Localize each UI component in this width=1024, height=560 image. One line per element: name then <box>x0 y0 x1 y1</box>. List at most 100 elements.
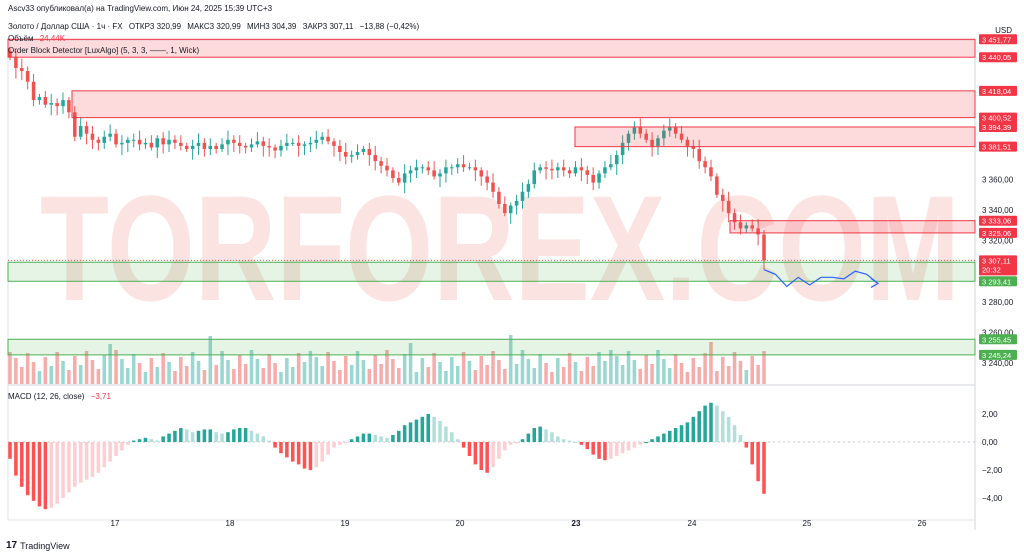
volume-bar <box>343 356 348 384</box>
volume-bar <box>179 357 183 384</box>
macd-histogram-bar <box>84 442 89 480</box>
candle-body <box>673 127 678 134</box>
price-level-label: 3 333,06 <box>982 217 1011 226</box>
candle-body <box>237 142 242 146</box>
candle-body <box>532 170 537 185</box>
volume-bar <box>414 372 419 384</box>
bearish-order-block[interactable] <box>574 126 976 148</box>
volume-bar <box>520 350 525 384</box>
current-price-tag <box>979 255 1017 276</box>
volume-bar <box>538 354 542 384</box>
volume-bar <box>656 350 660 384</box>
volume-bar <box>609 350 613 384</box>
macd-histogram-bar <box>503 442 507 451</box>
volume-bar <box>709 342 713 384</box>
volume-bar <box>426 367 431 384</box>
bearish-order-block[interactable] <box>71 90 976 119</box>
candle-body <box>573 167 578 174</box>
macd-label[interactable]: MACD (12, 26, close) <box>8 392 85 401</box>
macd-histogram-bar <box>432 416 436 442</box>
candle-body <box>679 133 684 140</box>
candle-body <box>232 139 236 143</box>
price-level-label: 3 440,05 <box>982 53 1011 62</box>
volume-bar <box>526 359 531 384</box>
candle-body <box>744 225 749 229</box>
macd-histogram-bar <box>438 421 442 442</box>
candle-body <box>184 145 189 149</box>
volume-bar <box>84 351 89 384</box>
price-level-label: 3 394,39 <box>982 123 1011 132</box>
macd-histogram-bar <box>685 422 690 442</box>
volume-bar <box>420 358 425 384</box>
candle-body <box>638 127 643 134</box>
volume-bar <box>137 363 142 384</box>
price-level-label: 3 400,52 <box>982 114 1011 123</box>
macd-histogram-bar <box>597 442 601 459</box>
macd-histogram-bar <box>508 442 513 445</box>
volume-bar <box>591 366 595 384</box>
macd-histogram-bar <box>173 430 177 442</box>
currency-label: USD <box>995 26 1012 35</box>
candle-body <box>579 167 584 171</box>
candle-body <box>78 126 83 137</box>
volume-bar <box>614 356 619 384</box>
symbol-name[interactable]: Золото / Доллар США · 1ч · FX <box>8 22 123 31</box>
candle-body <box>603 167 607 174</box>
bearish-order-block[interactable] <box>729 220 976 234</box>
macd-histogram-bar <box>214 432 218 442</box>
macd-histogram-bar <box>467 442 472 456</box>
bullish-order-block[interactable] <box>7 261 976 282</box>
volume-bar <box>744 370 749 384</box>
candle-body <box>620 142 625 156</box>
volume-bar <box>296 353 301 384</box>
price-level-tag <box>979 52 1017 63</box>
candle-body <box>567 170 572 174</box>
macd-histogram-bar <box>567 440 572 442</box>
macd-histogram-bar <box>308 442 313 470</box>
candle-body <box>296 142 301 146</box>
macd-histogram-bar <box>137 439 142 442</box>
macd-histogram-bar <box>78 442 83 483</box>
candle-body <box>444 167 448 174</box>
volume-bar <box>732 352 737 384</box>
candle-body <box>379 161 383 166</box>
volume-bar <box>143 372 148 384</box>
volume-bar <box>703 353 707 384</box>
macd-histogram-bar <box>220 433 224 442</box>
macd-histogram-bar <box>650 439 654 442</box>
volume-bar <box>738 361 743 384</box>
volume-bar <box>161 353 165 384</box>
macd-histogram-bar <box>73 442 77 487</box>
macd-histogram-bar <box>414 419 419 442</box>
volume-bar <box>67 370 71 384</box>
candle-body <box>414 167 419 171</box>
price-tick-label: 3 260,00 <box>982 328 1014 337</box>
candle-body <box>485 176 489 183</box>
publisher-text: Ascv33 опубликовал(а) на TradingView.com… <box>8 4 273 13</box>
candle-body <box>426 167 431 171</box>
candle-body <box>609 164 613 168</box>
volume-bar <box>114 350 118 384</box>
macd-histogram-bar <box>43 442 48 510</box>
volume-bar <box>220 351 224 384</box>
volume-bar <box>96 369 101 384</box>
volume-bar <box>208 336 213 384</box>
candle-body <box>290 142 295 144</box>
volume-bar <box>485 365 489 384</box>
macd-histogram-bar <box>532 428 537 442</box>
volume-label[interactable]: Объём <box>8 34 34 43</box>
indicator-label[interactable]: Order Block Detector [LuxAlgo] (5, 3, 3,… <box>8 46 200 55</box>
candle-body <box>314 139 319 143</box>
macd-histogram-bar <box>273 442 277 448</box>
volume-bar <box>8 352 12 384</box>
bearish-order-block[interactable] <box>7 38 976 58</box>
volume-bar <box>108 344 112 384</box>
candle-body <box>720 194 725 201</box>
bullish-order-block[interactable] <box>7 338 976 356</box>
publisher-line: Ascv33 опубликовал(а) на TradingView.com… <box>8 4 276 13</box>
forecast-path[interactable] <box>763 269 879 288</box>
candle-body <box>503 203 507 214</box>
time-tick-label: 24 <box>688 519 697 528</box>
macd-histogram-bar <box>691 416 696 442</box>
